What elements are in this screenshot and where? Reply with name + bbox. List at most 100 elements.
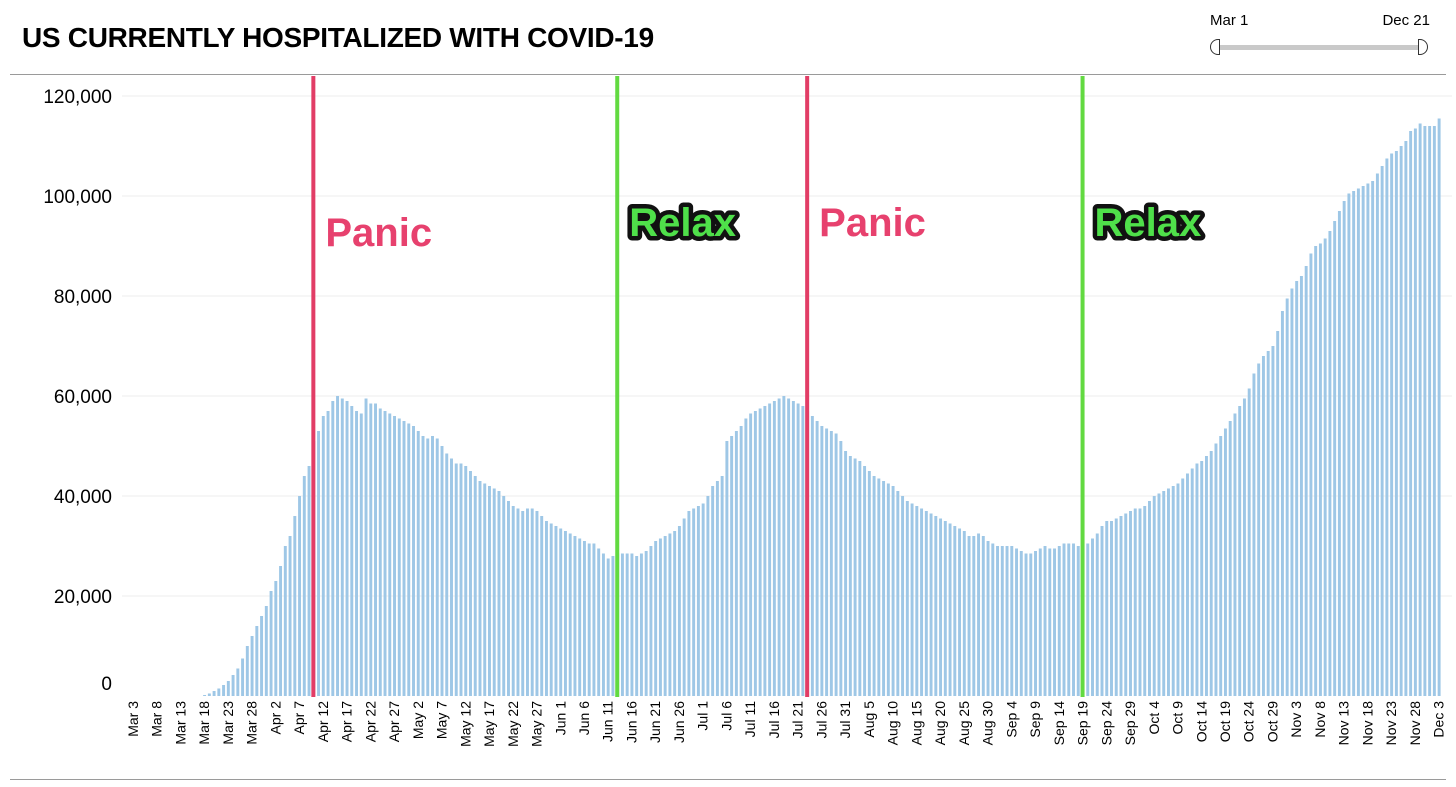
bar xyxy=(1005,546,1009,696)
range-start-handle[interactable] xyxy=(1210,39,1220,55)
bar xyxy=(483,483,487,696)
bar xyxy=(863,466,867,696)
bar xyxy=(768,403,772,696)
bar xyxy=(260,616,264,696)
bar xyxy=(791,401,795,696)
bar xyxy=(207,693,211,696)
bar xyxy=(1100,526,1104,696)
bar xyxy=(582,541,586,696)
bar xyxy=(435,438,439,696)
bar xyxy=(326,411,330,696)
bar xyxy=(1157,493,1161,696)
bar xyxy=(592,543,596,696)
bar xyxy=(834,433,838,696)
bar xyxy=(1257,363,1261,696)
x-tick-label: Apr 2 xyxy=(267,701,283,735)
bar xyxy=(1333,221,1337,696)
bar xyxy=(1062,543,1066,696)
bar xyxy=(1223,428,1227,696)
x-tick-label: May 12 xyxy=(457,701,473,747)
bar xyxy=(378,408,382,696)
bar xyxy=(796,403,800,696)
bar xyxy=(502,496,506,696)
bar xyxy=(236,668,240,696)
bar xyxy=(777,398,781,696)
bar xyxy=(340,398,344,696)
x-tick-label: Aug 30 xyxy=(980,701,996,746)
bar xyxy=(1095,533,1099,696)
bar xyxy=(810,416,814,696)
x-tick-label: May 22 xyxy=(505,701,521,747)
bar xyxy=(336,396,340,696)
relax-annotation-label: Relax xyxy=(1095,201,1202,245)
bar xyxy=(725,441,729,696)
bar xyxy=(1285,298,1289,696)
bar xyxy=(511,506,515,696)
bar xyxy=(492,488,496,696)
bar xyxy=(1418,123,1422,696)
x-tick-label: Apr 7 xyxy=(291,701,307,735)
x-tick-label: Jul 1 xyxy=(695,701,711,731)
bar xyxy=(359,413,363,696)
y-tick-label: 40,000 xyxy=(54,487,112,508)
bar xyxy=(1152,496,1156,696)
bar xyxy=(1138,508,1142,696)
bar xyxy=(507,501,510,696)
bar xyxy=(872,476,876,696)
bar xyxy=(649,546,653,696)
bar xyxy=(1266,351,1270,696)
bar xyxy=(962,531,966,696)
bar xyxy=(317,431,321,696)
x-tick-label: Aug 20 xyxy=(932,701,948,746)
x-tick-label: Jul 21 xyxy=(790,701,806,739)
bar xyxy=(687,511,691,696)
bar xyxy=(1304,266,1308,696)
bar xyxy=(967,536,971,696)
bar xyxy=(549,523,553,696)
bar xyxy=(1067,543,1071,696)
bar xyxy=(1053,548,1056,696)
bar xyxy=(222,685,226,696)
bar xyxy=(1271,346,1275,696)
bar xyxy=(820,426,824,696)
bar xyxy=(829,431,833,696)
bar xyxy=(407,423,411,696)
bar xyxy=(345,401,349,696)
x-tick-label: Oct 9 xyxy=(1170,701,1186,735)
bar xyxy=(1086,543,1090,696)
x-tick-label: Mar 28 xyxy=(244,701,260,745)
bar xyxy=(1295,281,1299,696)
bar xyxy=(611,556,615,696)
bar xyxy=(350,406,354,696)
x-tick-label: Jun 21 xyxy=(647,701,663,743)
bar xyxy=(682,518,686,696)
bar xyxy=(393,416,396,696)
bar xyxy=(839,441,843,696)
bar xyxy=(1038,548,1042,696)
x-tick-label: Mar 23 xyxy=(220,701,236,745)
bar xyxy=(948,523,952,696)
bar xyxy=(644,551,648,696)
date-range-slider[interactable]: Mar 1 Dec 21 xyxy=(1200,8,1450,64)
bar xyxy=(1375,173,1379,696)
range-track[interactable] xyxy=(1218,45,1426,50)
bar xyxy=(535,511,539,696)
bar xyxy=(445,453,449,696)
bar xyxy=(739,426,743,696)
bar xyxy=(245,646,249,696)
x-tick-label: Sep 14 xyxy=(1051,701,1067,746)
bar xyxy=(1000,546,1004,696)
bar xyxy=(1133,508,1137,696)
bar xyxy=(264,606,268,696)
bar xyxy=(1143,506,1147,696)
bar xyxy=(943,521,947,696)
bar xyxy=(815,421,819,696)
bar xyxy=(1409,131,1413,696)
bar xyxy=(217,688,221,696)
bar xyxy=(1015,548,1018,696)
bar xyxy=(440,446,444,696)
bar xyxy=(1352,191,1356,696)
bar xyxy=(1200,461,1204,696)
bar xyxy=(730,436,734,696)
